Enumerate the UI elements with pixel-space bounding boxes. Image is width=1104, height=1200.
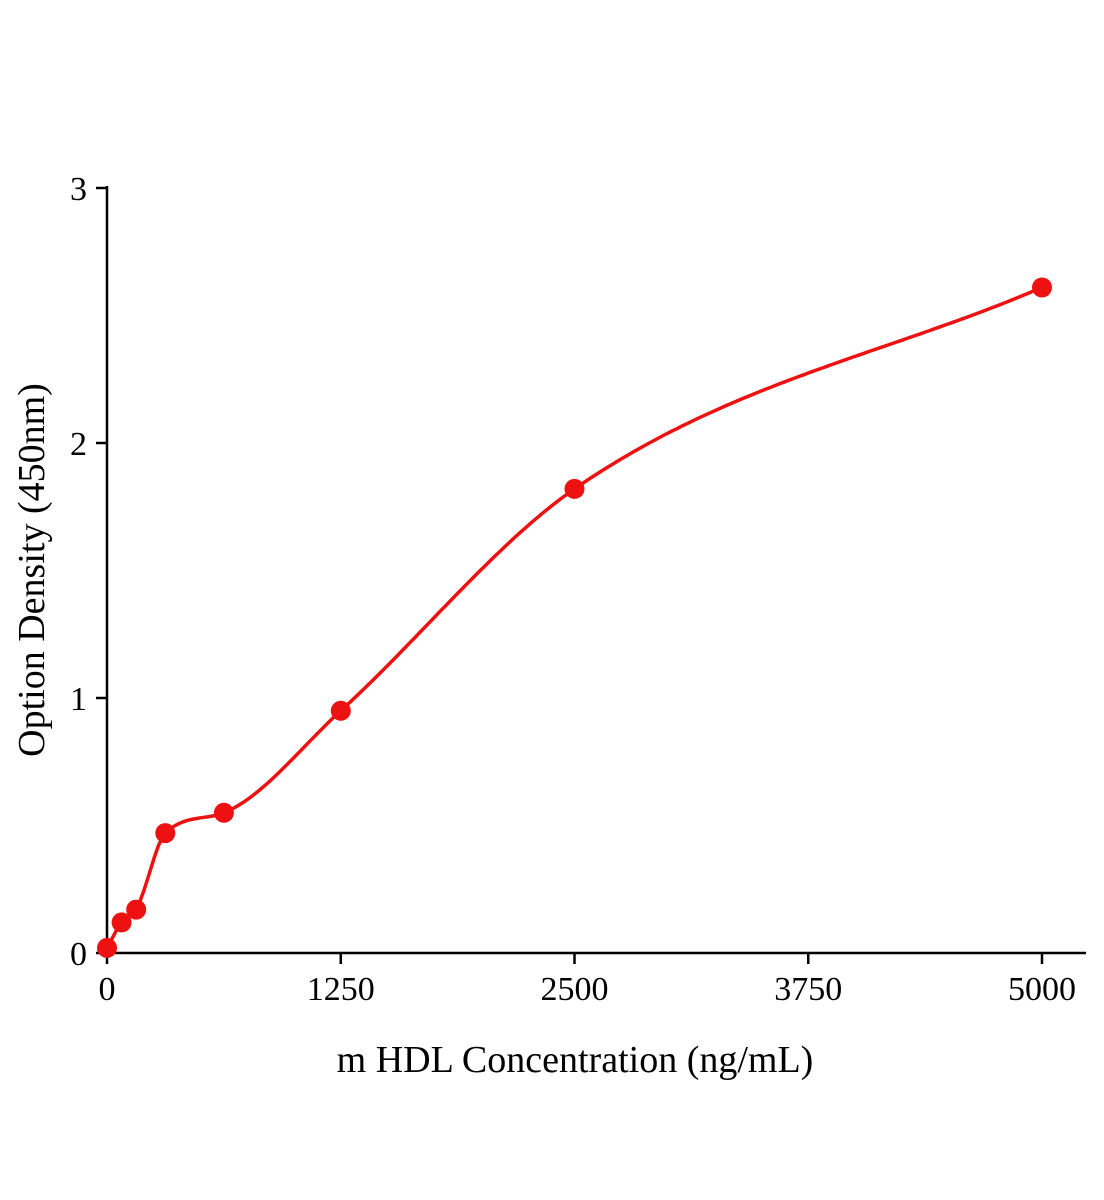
x-tick-label: 5000: [1008, 971, 1076, 1008]
y-tick-label: 2: [70, 426, 87, 463]
data-points: [97, 277, 1052, 958]
x-tick-label: 2500: [541, 971, 609, 1008]
data-point: [564, 478, 585, 499]
x-tick-label: 0: [99, 971, 116, 1008]
x-axis-title: m HDL Concentration (ng/mL): [337, 1039, 814, 1081]
y-tick-label: 3: [70, 171, 87, 208]
data-point: [155, 823, 176, 844]
axis-ticks: 0 1250 2500 3750 5000 0 1 2 3: [70, 171, 1076, 1008]
data-point: [330, 700, 351, 721]
data-point: [213, 802, 234, 823]
fit-curve-line: [105, 285, 1044, 950]
x-tick-label: 3750: [774, 971, 842, 1008]
x-tick-label: 1250: [307, 971, 375, 1008]
data-point: [97, 937, 117, 958]
y-tick-label: 1: [70, 681, 87, 718]
data-point: [126, 899, 147, 920]
y-tick-label: 0: [70, 936, 87, 973]
data-point: [1032, 277, 1052, 298]
data-point: [111, 912, 132, 933]
axes: [105, 186, 1086, 955]
y-axis-title: Option Density (450nm): [11, 383, 53, 757]
